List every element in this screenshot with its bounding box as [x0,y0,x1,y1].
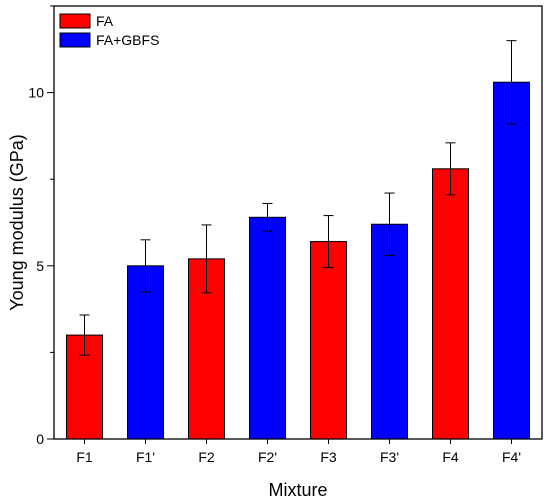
error-bar [445,142,456,196]
x-tick-label: F3' [380,449,399,465]
x-axis-title: Mixture [268,480,327,500]
bar [310,241,347,440]
bar [249,216,286,440]
y-tick-label: 10 [28,85,44,101]
x-tick-label: F2 [198,449,215,465]
error-bar [323,215,334,269]
x-tick-label: F1 [76,449,93,465]
error-bar [79,314,90,356]
legend-label: FA [96,13,114,29]
bar [493,81,530,440]
x-tick-label: F1' [136,449,155,465]
legend-item: FA+GBFS [59,32,159,48]
error-bar [201,224,212,294]
legend-swatch [59,32,91,48]
x-tick-label: F4' [502,449,521,465]
bar [371,223,408,440]
x-tick-label: F4 [442,449,459,465]
bars-group [66,81,530,440]
plot-frame [53,5,543,440]
y-tick-label: 5 [36,258,44,274]
bar [127,265,164,440]
error-bar [384,192,395,256]
y-axis-ticks: 0 5 10 [28,5,54,447]
bar [432,168,469,440]
x-tick-label: F2' [258,449,277,465]
error-bar [140,239,151,293]
y-tick-label: 0 [36,431,44,447]
y-axis-title: Young modulus (GPa) [7,134,27,310]
legend-item: FA [59,13,114,29]
error-bar [262,202,273,232]
error-bars-group [79,40,517,356]
legend-swatch [59,13,91,29]
x-axis-ticks: F1 F1' F2 F2' F3 F3' F4 F4' [76,439,521,465]
x-tick-label: F3 [320,449,337,465]
legend-label: FA+GBFS [96,32,159,48]
legend: FA FA+GBFS [59,13,159,48]
error-bar [506,40,517,125]
